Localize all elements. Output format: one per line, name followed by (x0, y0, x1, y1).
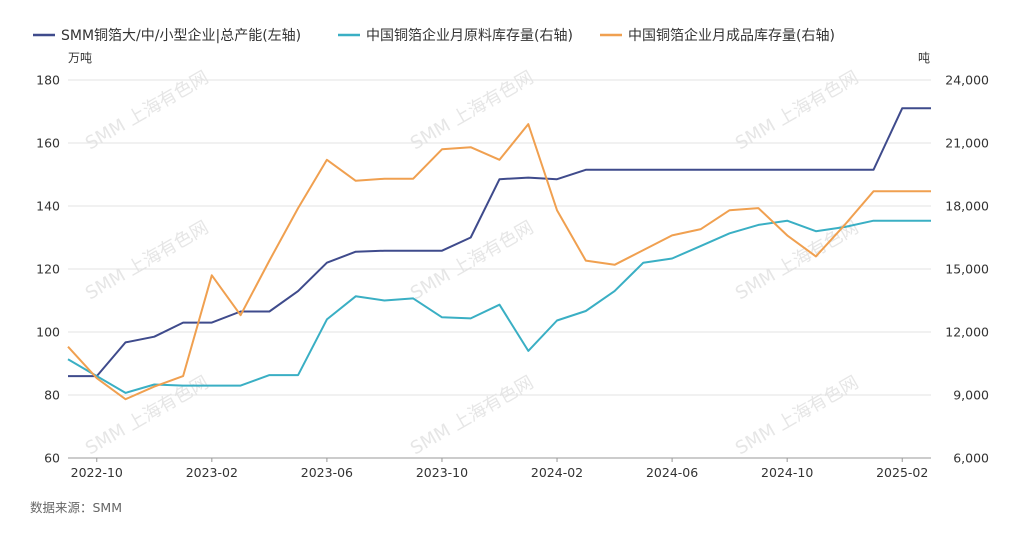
right-axis-tick-label: 24,000 (945, 73, 989, 88)
series-line-2 (67, 219, 931, 394)
x-axis-tick-label: 2024-02 (531, 465, 583, 480)
left-axis-tick-label: 180 (36, 73, 60, 88)
watermark-layer: SMM 上海有色网 SMM 上海有色网 SMM 上海有色网 SMM 上海有色网 SMM … (82, 67, 862, 459)
right-axis-tick-label: 18,000 (945, 199, 989, 214)
legend-label[interactable]: 中国铜箔企业月原料库存量(右轴) (366, 27, 573, 44)
left-axis-tick-label: 140 (36, 199, 60, 214)
series-line-1 (68, 107, 931, 378)
legend-label[interactable]: SMM铜箔大/中/小型企业|总产能(左轴) (61, 27, 301, 44)
right-axis-tick-label: 9,000 (953, 388, 989, 403)
watermark-text: SMM 上海有色网 (732, 372, 862, 459)
right-axis-tick-label: 12,000 (945, 325, 989, 340)
series-lines (67, 107, 931, 401)
right-axis-unit: 吨 (918, 51, 930, 65)
watermark-text: SMM 上海有色网 (732, 217, 862, 304)
legend: SMM铜箔大/中/小型企业|总产能(左轴) 中国铜箔企业月原料库存量(右轴) 中国铜… (33, 27, 835, 44)
right-axis-tick-label: 21,000 (945, 136, 989, 151)
x-axis-tick-label: 2022-10 (71, 465, 123, 480)
left-axis-tick-label: 160 (36, 136, 60, 151)
right-axis-tick-label: 6,000 (953, 451, 989, 466)
x-axis-tick-label: 2024-10 (761, 465, 813, 480)
data-source-note: 数据来源：SMM (30, 500, 122, 515)
left-axis-tick-label: 100 (36, 325, 60, 340)
watermark-text: SMM 上海有色网 (82, 217, 212, 304)
left-axis-tick-label: 120 (36, 262, 60, 277)
axes: 60 6,000 80 9,000 100 12,000 120 15,000 140 18,00… (36, 73, 989, 481)
watermark-text: SMM 上海有色网 (407, 372, 537, 459)
left-axis-tick-label: 60 (44, 451, 60, 466)
legend-label[interactable]: 中国铜箔企业月成品库存量(右轴) (628, 27, 835, 44)
left-axis-tick-label: 80 (44, 388, 60, 403)
x-axis-tick-label: 2023-06 (301, 465, 353, 480)
left-axis-unit: 万吨 (68, 51, 92, 65)
series-line-3 (67, 123, 931, 401)
watermark-text: SMM 上海有色网 (407, 217, 537, 304)
x-axis-tick-label: 2025-02 (876, 465, 928, 480)
right-axis-tick-label: 15,000 (945, 262, 989, 277)
x-axis-tick-label: 2023-02 (186, 465, 238, 480)
x-axis-tick-label: 2023-10 (416, 465, 468, 480)
x-axis-tick-label: 2024-06 (646, 465, 698, 480)
